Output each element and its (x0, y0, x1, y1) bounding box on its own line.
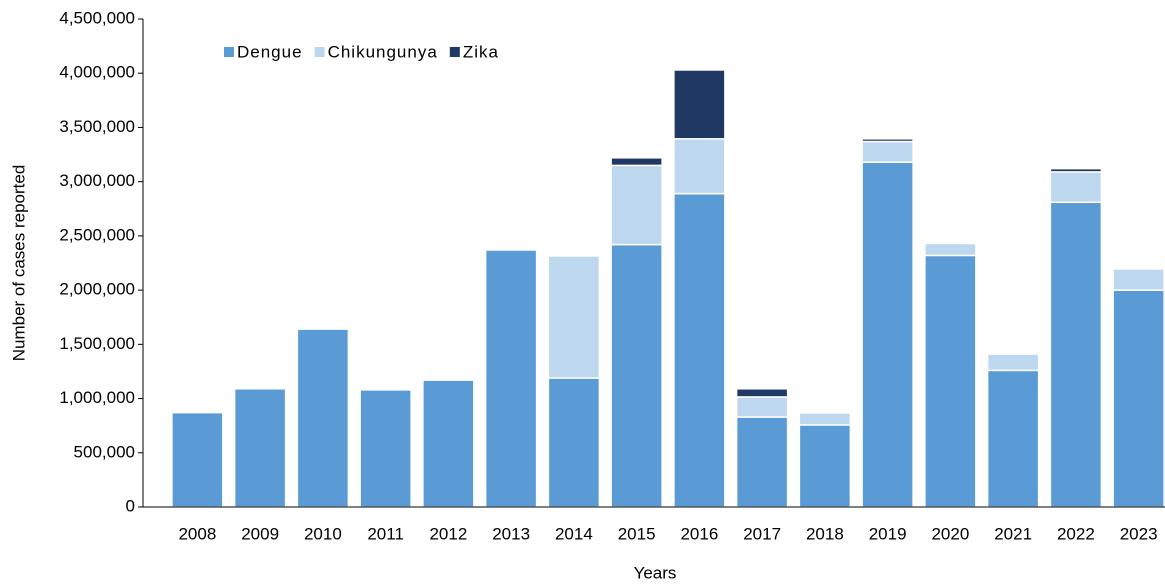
y-tick-label: 500,000 (74, 442, 135, 461)
bar-segment (924, 242, 977, 257)
x-tick-label: 2015 (618, 524, 656, 543)
x-tick-label: 2023 (1120, 524, 1158, 543)
bar-segment (861, 138, 914, 143)
y-tick-label: 3,000,000 (59, 171, 135, 190)
bar-segment (547, 255, 601, 379)
bar-segment (735, 416, 789, 508)
y-tick-label: 1,000,000 (59, 388, 135, 407)
bar-segment (422, 379, 475, 508)
x-tick-label: 2012 (429, 524, 467, 543)
bar-segment (1112, 289, 1165, 508)
x-tick-label: 2008 (178, 524, 216, 543)
y-axis-title: Number of cases reported (9, 165, 28, 362)
bar-segment (673, 138, 726, 195)
bar-segment (171, 411, 224, 508)
bar-segment (359, 389, 412, 508)
bar-segment (924, 254, 977, 508)
bar-segment (735, 396, 789, 418)
y-tick-label: 3,500,000 (59, 117, 135, 136)
x-tick-label: 2013 (492, 524, 530, 543)
bar-segment (1112, 268, 1165, 291)
bar-segment (484, 249, 538, 508)
bar-segment (1049, 167, 1103, 173)
bar-segment (547, 377, 601, 508)
bar-segment (610, 164, 663, 246)
x-tick-label: 2009 (241, 524, 279, 543)
y-tick-label: 1,500,000 (59, 334, 135, 353)
legend-label: Zika (463, 42, 499, 61)
y-tick-label: 2,000,000 (59, 280, 135, 299)
x-tick-label: 2016 (680, 524, 718, 543)
x-tick-label: 2014 (555, 524, 593, 543)
legend-label: Dengue (237, 42, 303, 61)
bar-segment (986, 353, 1040, 372)
x-tick-label: 2018 (806, 524, 844, 543)
bar-segment (610, 157, 663, 167)
x-tick-label: 2019 (869, 524, 907, 543)
bar-segment (1049, 201, 1103, 508)
y-tick-label: 0 (126, 496, 135, 515)
bar-segment (296, 328, 350, 508)
bar-segment (233, 388, 287, 508)
bar-segment (673, 69, 726, 140)
bar-segment (798, 412, 852, 426)
x-tick-label: 2017 (743, 524, 781, 543)
legend-swatch (224, 47, 234, 57)
x-tick-label: 2020 (931, 524, 969, 543)
y-tick-label: 2,500,000 (59, 225, 135, 244)
x-axis-title: Years (634, 563, 677, 582)
legend-label: Chikungunya (328, 42, 438, 61)
y-tick-label: 4,000,000 (59, 63, 135, 82)
x-tick-label: 2021 (994, 524, 1032, 543)
legend-swatch (449, 47, 460, 57)
bar-segment (861, 140, 914, 163)
legend-swatch (314, 47, 325, 57)
y-tick-label: 4,500,000 (59, 8, 135, 27)
bar-segment (610, 243, 663, 508)
bar-segment (735, 388, 789, 398)
bar-segment (1049, 171, 1103, 204)
bar-segment (861, 161, 914, 508)
x-tick-label: 2010 (304, 524, 342, 543)
bar-segment (986, 369, 1040, 508)
bar-segment (798, 424, 852, 508)
x-tick-label: 2022 (1057, 524, 1095, 543)
bar-segment (673, 192, 726, 508)
x-tick-label: 2011 (367, 524, 404, 543)
